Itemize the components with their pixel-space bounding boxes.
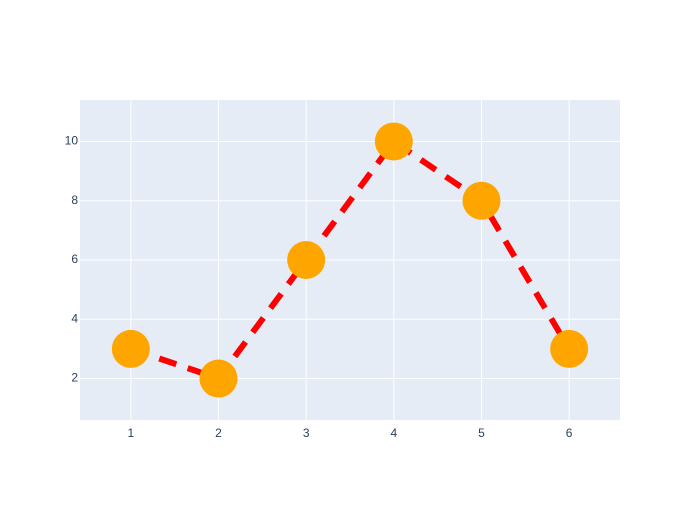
x-tick-label: 6 [566,426,573,440]
data-point-marker[interactable] [287,241,326,279]
x-axis-tick-labels: 1 2 3 4 5 6 [128,426,573,440]
data-point-marker[interactable] [462,181,501,220]
data-point-marker[interactable] [374,122,413,161]
x-tick-label: 3 [303,426,310,440]
y-tick-label: 8 [71,193,78,207]
y-tick-label: 2 [71,371,78,385]
data-point-marker[interactable] [199,359,238,398]
y-tick-label: 10 [65,134,79,148]
x-tick-label: 5 [478,426,485,440]
data-points [111,122,589,398]
x-tick-label: 2 [215,426,222,440]
data-point-marker[interactable] [111,329,150,368]
y-tick-label: 6 [71,252,78,266]
data-point-marker[interactable] [550,329,589,368]
y-tick-label: 4 [71,311,78,325]
y-axis-tick-labels: 2 4 6 8 10 [65,134,79,385]
x-tick-label: 4 [390,426,397,440]
x-tick-label: 1 [128,426,135,440]
